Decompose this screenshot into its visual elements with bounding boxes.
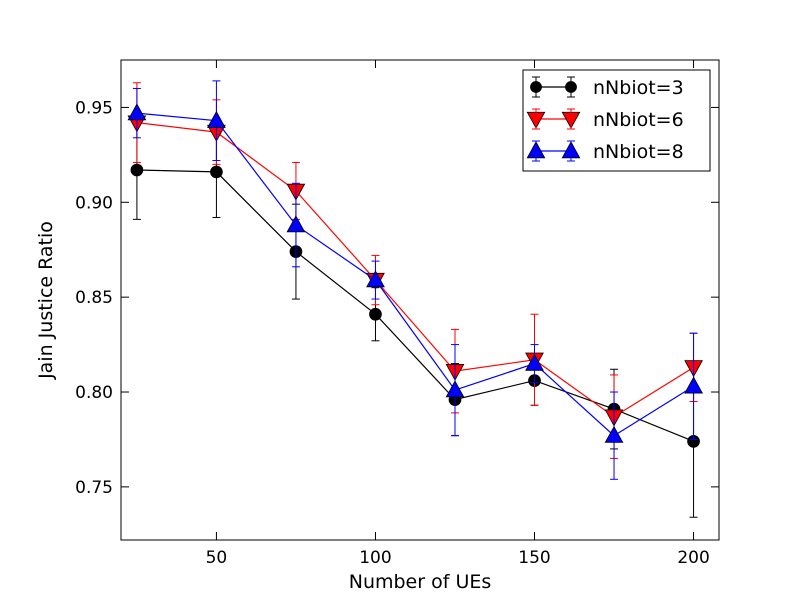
x-tick-label: 100 [359, 548, 391, 568]
y-axis-label: Jain Justice Ratio [35, 221, 57, 380]
data-point [604, 425, 624, 443]
legend-entry: nNbiot=6 [526, 108, 684, 131]
data-point [127, 103, 147, 121]
y-tick-label: 0.80 [75, 383, 113, 403]
legend-label: nNbiot=8 [593, 141, 684, 163]
legend-label: nNbiot=3 [593, 77, 684, 99]
data-point [684, 376, 703, 394]
x-axis: 50 100 150 200 [206, 60, 710, 568]
data-point [210, 165, 223, 179]
data-point [366, 270, 385, 288]
y-tick-label: 0.95 [75, 98, 113, 118]
data-point [130, 163, 144, 177]
y-tick-label: 0.85 [75, 288, 113, 308]
series-line [136, 122, 694, 418]
y-tick-label: 0.90 [75, 193, 113, 213]
series-line [136, 112, 694, 437]
x-tick-label: 200 [677, 548, 709, 568]
legend-entry: nNbiot=8 [526, 140, 684, 163]
y-tick-label: 0.75 [75, 478, 113, 498]
series-3 [127, 80, 703, 480]
data-point [286, 215, 306, 233]
data-point [207, 110, 226, 128]
legend-label: nNbiot=6 [593, 109, 684, 131]
x-tick-label: 150 [518, 548, 550, 568]
legend-entry: nNbiot=3 [530, 76, 684, 99]
data-point [445, 380, 465, 398]
y-axis: 0.75 0.80 0.85 0.90 0.95 [75, 98, 719, 498]
x-tick-label: 50 [206, 548, 228, 568]
series-line [136, 169, 694, 442]
series-layer [127, 80, 703, 518]
legend: nNbiot=3 nNbiot=6 nNbiot=8 [522, 69, 711, 172]
data-point [525, 353, 544, 371]
data-point [369, 307, 382, 321]
x-axis-label: Number of UEs [349, 571, 492, 593]
